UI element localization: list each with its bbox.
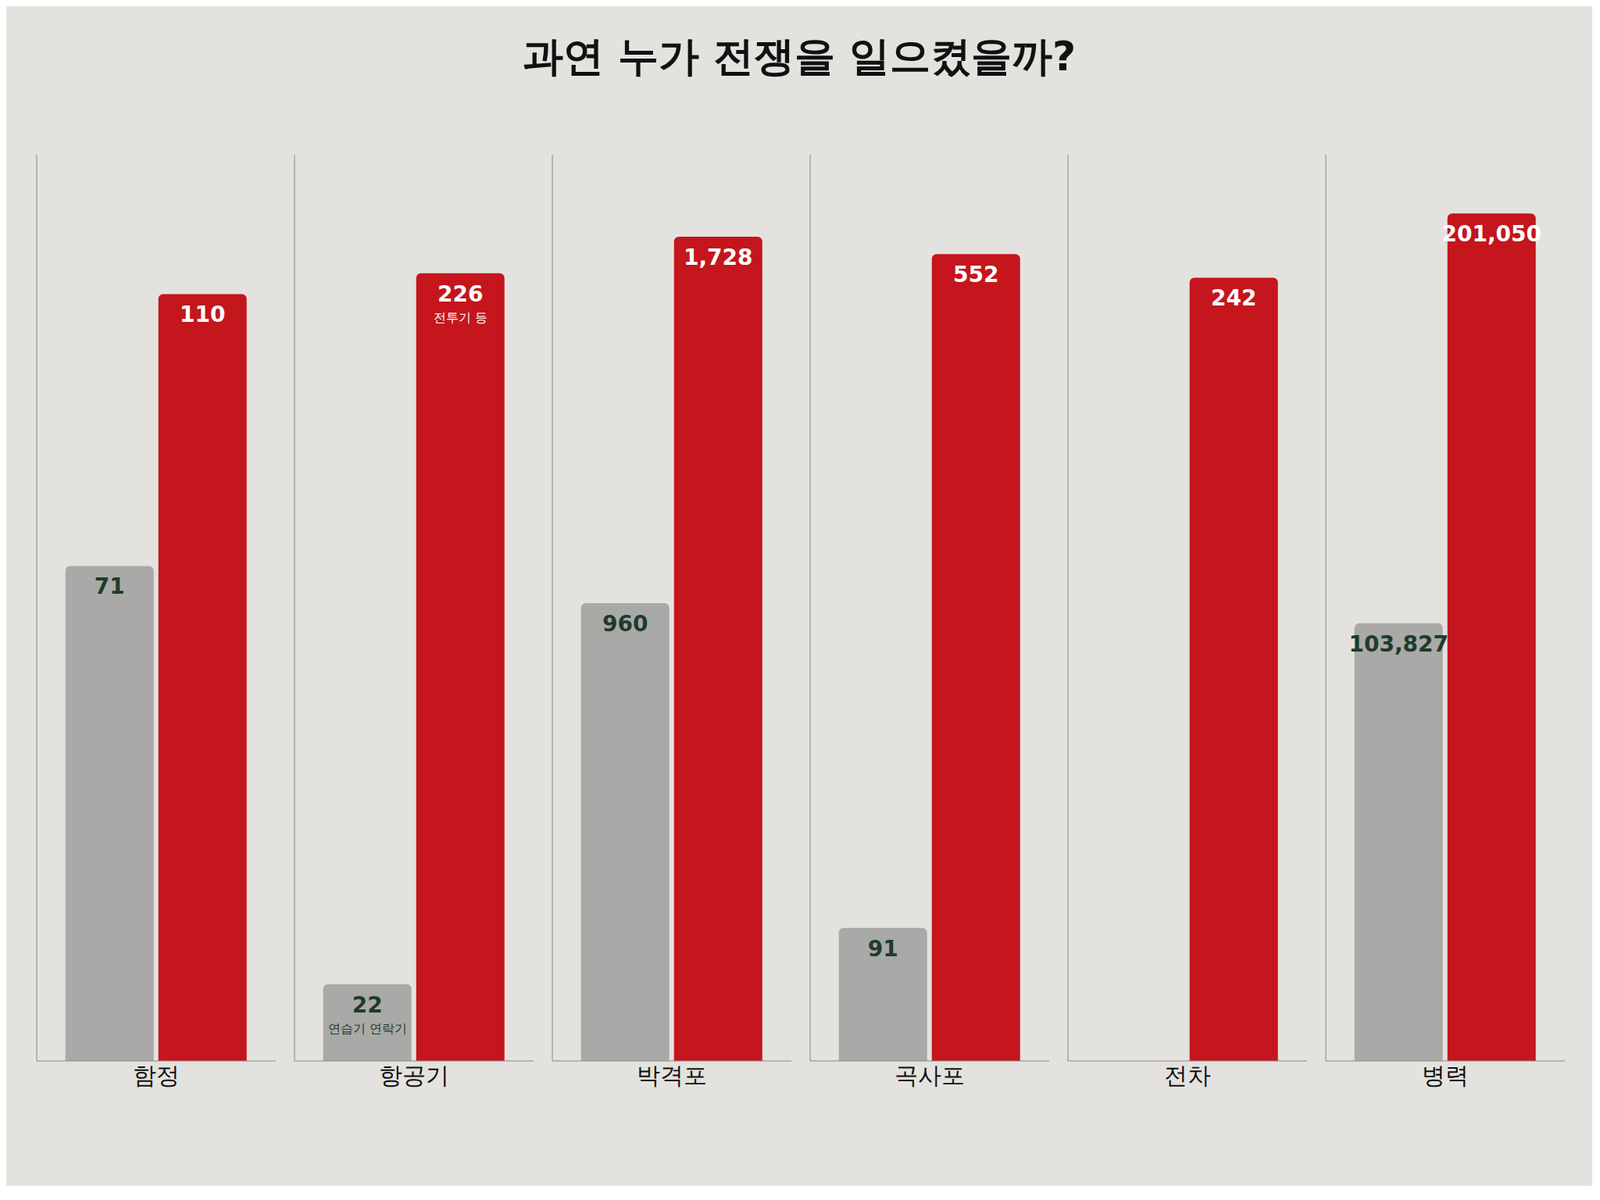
svg-text:22: 22 — [352, 992, 383, 1018]
svg-text:전차: 전차 — [1164, 1061, 1211, 1090]
svg-text:960: 960 — [602, 610, 648, 637]
svg-text:91: 91 — [867, 935, 899, 962]
svg-text:71: 71 — [94, 573, 125, 600]
svg-text:103,827: 103,827 — [1348, 631, 1449, 658]
svg-text:1,728: 1,728 — [683, 244, 754, 271]
svg-text:박격포: 박격포 — [636, 1061, 708, 1090]
svg-text:201,050: 201,050 — [1441, 221, 1542, 247]
svg-text:연습기 연락기: 연습기 연락기 — [328, 1021, 408, 1036]
svg-text:함정: 함정 — [132, 1061, 180, 1090]
svg-text:242: 242 — [1210, 285, 1257, 311]
svg-text:병력: 병력 — [1421, 1061, 1469, 1090]
svg-text:항공기: 항공기 — [378, 1061, 450, 1090]
svg-text:552: 552 — [953, 261, 999, 288]
svg-text:226: 226 — [437, 281, 483, 308]
svg-text:곡사포: 곡사포 — [894, 1061, 965, 1090]
svg-text:전투기 등: 전투기 등 — [433, 310, 488, 325]
html-text:과연 누가 전쟁을 일으켰을까?: 과연 누가 전쟁을 일으켰을까? — [522, 32, 1076, 80]
svg-text:110: 110 — [179, 301, 225, 328]
